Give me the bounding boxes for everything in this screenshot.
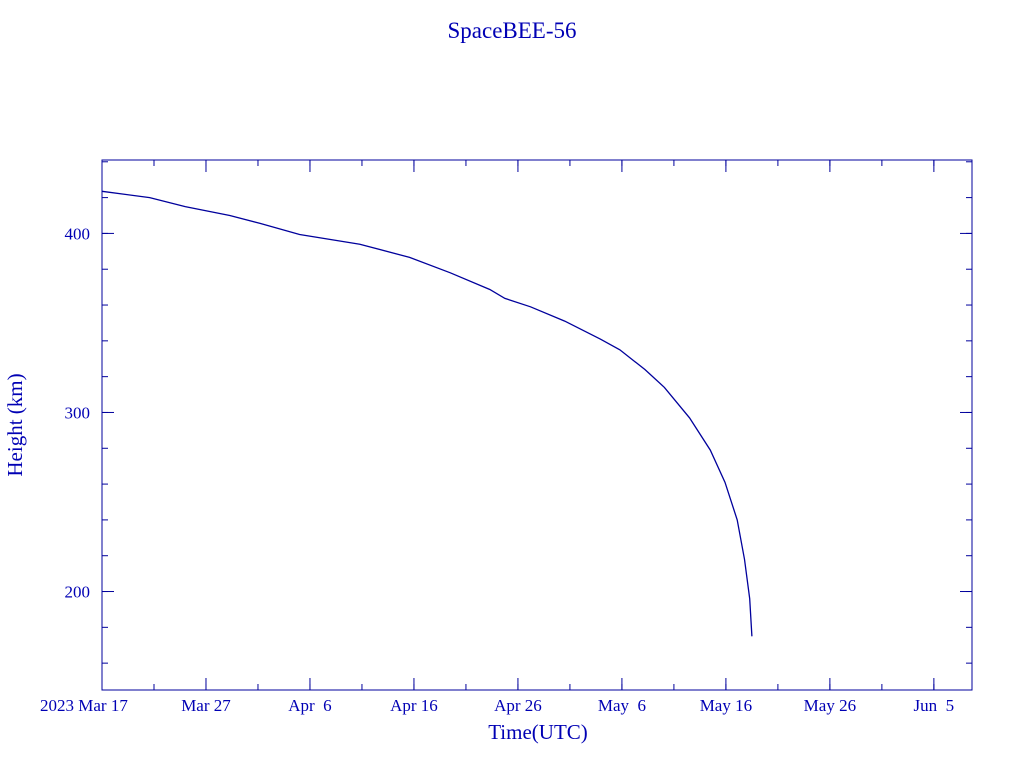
x-axis-label: Time(UTC): [488, 720, 588, 744]
x-tick-label: May 26: [804, 696, 856, 715]
y-tick-label: 300: [65, 403, 91, 422]
x-tick-label: Mar 27: [181, 696, 231, 715]
y-tick-label: 200: [65, 583, 91, 602]
x-tick-label: Apr 26: [494, 696, 542, 715]
y-axis-label: Height (km): [3, 373, 27, 476]
x-tick-label: May 16: [700, 696, 752, 715]
x-tick-label: Apr 6: [288, 696, 331, 715]
x-tick-label: Jun 5: [914, 696, 955, 715]
x-tick-label: 2023 Mar 17: [40, 696, 128, 715]
y-tick-label: 400: [65, 224, 91, 243]
chart-title: SpaceBEE-56: [447, 18, 576, 43]
x-tick-label: Apr 16: [390, 696, 438, 715]
series-line-height: [101, 190, 753, 637]
x-tick-label: May 6: [598, 696, 646, 715]
plot-frame: [101, 159, 973, 691]
